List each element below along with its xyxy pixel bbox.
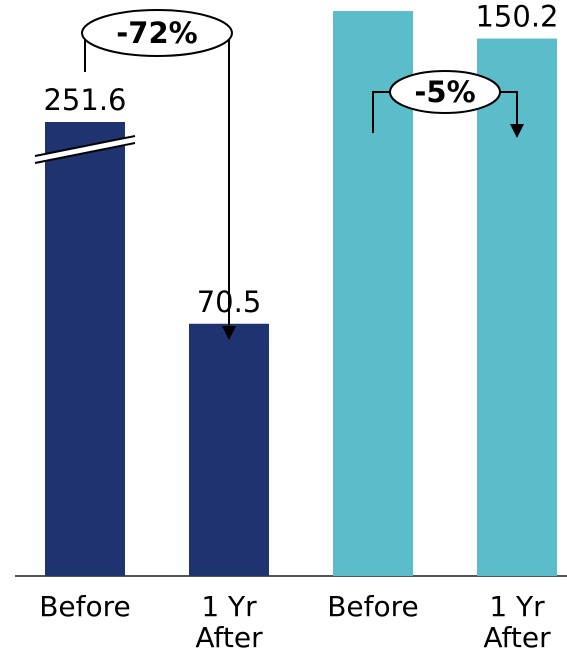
change-badge-2 [389,70,501,114]
change-badge-1 [81,9,233,57]
category-label-2-line-1: 1 Yr [201,590,257,623]
axis-break-gap [35,136,135,163]
axis-break-line-2 [34,142,136,164]
axis-break-line-1 [34,135,136,157]
category-label-2-line-2: After [195,621,263,651]
category-label-1-line-1: Before [39,590,131,623]
value-label-3: 157.9 [331,0,414,6]
category-label-4-line-2: After [483,621,551,651]
change-label-2: -5% [414,75,475,109]
value-label-4: 150.2 [475,0,558,34]
category-label-3-line-1: Before [327,590,419,623]
change-arrowhead-1 [222,326,236,340]
change-arrowhead-2 [510,124,524,138]
category-label-4-line-1: 1 Yr [489,590,545,623]
bar-1 [45,122,125,576]
change-label-1: -72% [116,16,197,50]
bar-2 [189,323,269,576]
value-label-1: 251.6 [43,83,126,117]
